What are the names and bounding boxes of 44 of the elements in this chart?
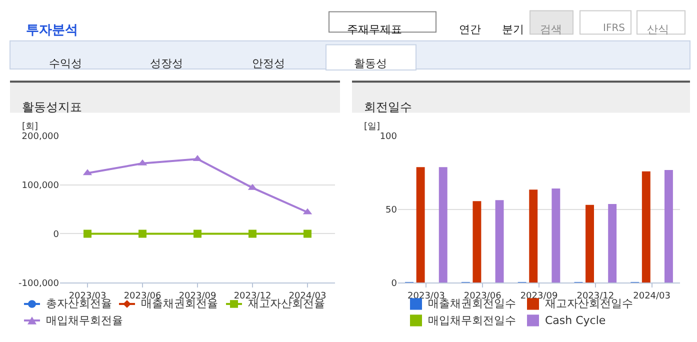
- point: [138, 230, 146, 238]
- bar: [586, 204, 594, 283]
- y-tick-label: -100,000: [18, 278, 60, 289]
- text: 활동성: [354, 57, 387, 70]
- y-axis-title: [회]: [22, 122, 38, 132]
- bar: [552, 188, 560, 283]
- legend-label: 매출채권회전율: [141, 297, 218, 310]
- text: 분기: [502, 23, 524, 36]
- x-tick-label: 2024/03: [633, 291, 670, 302]
- bar: [472, 201, 482, 283]
- text: 성장성: [150, 57, 183, 70]
- y-tick-label: 100,000: [22, 181, 60, 192]
- legend-label: 재고자산회전율: [248, 297, 325, 310]
- point: [248, 230, 256, 238]
- y-axis-title: [일]: [364, 122, 380, 132]
- chart-title: 회전일수: [364, 100, 412, 114]
- legend-label: 매입채무회전일수: [428, 314, 516, 327]
- y-tick-label: 200,000: [22, 132, 60, 142]
- text: 검색: [540, 23, 562, 36]
- legend-label: Cash Cycle: [545, 314, 606, 327]
- text: 연간: [459, 23, 481, 36]
- y-tick-label: 0: [391, 278, 398, 289]
- text: IFRS: [603, 23, 625, 34]
- y-tick-label: 100: [380, 132, 398, 142]
- bar: [495, 200, 504, 283]
- bar: [438, 167, 448, 283]
- text: 주재무제표: [347, 23, 402, 36]
- point: [194, 230, 202, 238]
- text: 수익성: [49, 57, 82, 70]
- point: [84, 230, 92, 238]
- bar: [608, 204, 617, 283]
- text: 투자분석: [26, 23, 78, 38]
- bar: [416, 167, 425, 283]
- bar: [529, 190, 538, 283]
- bar: [664, 170, 673, 283]
- text: 안정성: [252, 57, 285, 70]
- point: [304, 230, 312, 238]
- legend-label: 매입채무회전율: [46, 314, 123, 327]
- text: 산식: [647, 23, 669, 36]
- legend-label: 재고자산회전일수: [545, 297, 633, 310]
- bar: [642, 171, 650, 283]
- chart-title: 활동성지표: [22, 100, 82, 114]
- y-tick-label: 50: [386, 205, 398, 216]
- y-tick-label: 0: [53, 230, 60, 240]
